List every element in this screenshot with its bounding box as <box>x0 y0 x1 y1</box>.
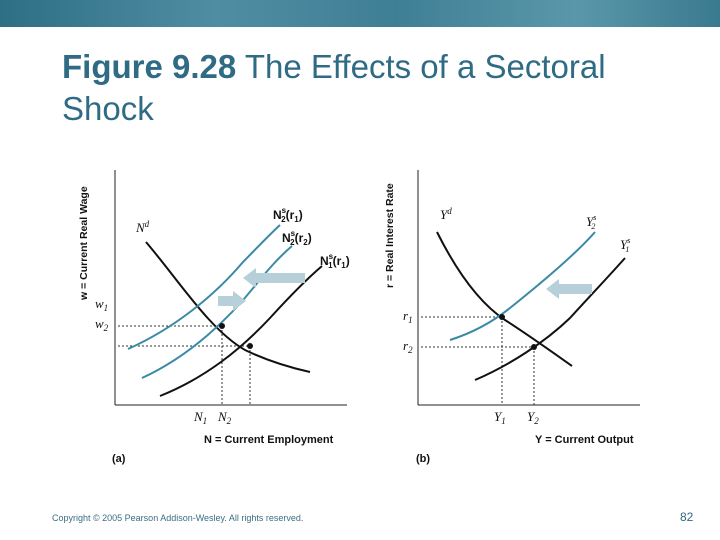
panel-b: r = Real Interest Rate Yd Ys 2 Ys 1 r1 r2 … <box>384 170 640 465</box>
panel-a-panel-label: (a) <box>112 453 126 465</box>
panel-a-label-w1: w1 <box>95 296 108 313</box>
panel-b-label-y1: Y1 <box>494 409 506 426</box>
panel-b-label-ys2: Ys 2 <box>586 213 596 231</box>
panel-b-label-r1: r1 <box>403 308 413 325</box>
title-number: Figure 9.28 <box>62 48 237 85</box>
panel-a-label-ns2r1: Ns 2(r1) <box>273 206 303 224</box>
panel-a-label-nd: Nd <box>135 219 150 235</box>
panel-a-shift-arrow-left <box>243 268 305 288</box>
panel-b-equilibrium-point-2 <box>531 344 537 350</box>
panel-a-x-axis-label: N = Current Employment <box>204 434 334 446</box>
panel-b-x-axis-label: Y = Current Output <box>535 434 634 446</box>
panel-b-output-demand-curve <box>436 231 573 367</box>
panel-a-label-n2: N2 <box>217 409 232 426</box>
panel-a-y-axis-label: w = Current Real Wage <box>78 186 90 301</box>
panel-a-label-ns1r1: Ns 1(r1) <box>320 252 350 270</box>
title-text: The Effects of a Sectoral Shock <box>62 48 606 127</box>
panel-a-labor-supply-1-r1-curve <box>159 265 323 397</box>
panel-b-equilibrium-point-1 <box>499 314 505 320</box>
top-banner <box>0 0 720 27</box>
panel-b-output-supply-2-curve <box>449 231 596 341</box>
panel-a-equilibrium-point-2 <box>247 343 253 349</box>
panel-a: w = Current Real Wage Nd Ns 2(r1) Ns 2(r2)… <box>78 170 350 465</box>
panel-b-panel-label: (b) <box>416 453 430 465</box>
panel-b-label-r2: r2 <box>403 338 413 355</box>
panel-a-label-n1: N1 <box>193 409 207 426</box>
panel-b-label-yd: Yd <box>440 206 452 222</box>
page-number: 82 <box>680 510 694 524</box>
panel-a-label-w2: w2 <box>95 316 109 333</box>
panel-a-labor-supply-2-r1-curve <box>127 224 281 350</box>
panel-a-labor-supply-2-r2-curve <box>141 245 293 379</box>
panel-a-label-ns2r2: Ns 2(r2) <box>282 229 312 247</box>
panel-b-y-axis-label: r = Real Interest Rate <box>384 183 396 288</box>
copyright-footer: Copyright © 2005 Pearson Addison-Wesley.… <box>52 513 304 523</box>
panel-a-shift-arrow-right <box>218 291 246 311</box>
panel-b-label-ys1: Ys 1 <box>620 236 630 254</box>
panel-a-labor-demand-curve <box>145 241 311 373</box>
panel-a-equilibrium-point-1 <box>219 323 225 329</box>
slide-title: Figure 9.28 The Effects of a Sectoral Sh… <box>62 46 662 130</box>
panel-b-output-supply-1-curve <box>474 257 626 381</box>
panel-b-label-y2: Y2 <box>527 409 539 426</box>
panel-b-shift-arrow-left <box>546 279 592 299</box>
